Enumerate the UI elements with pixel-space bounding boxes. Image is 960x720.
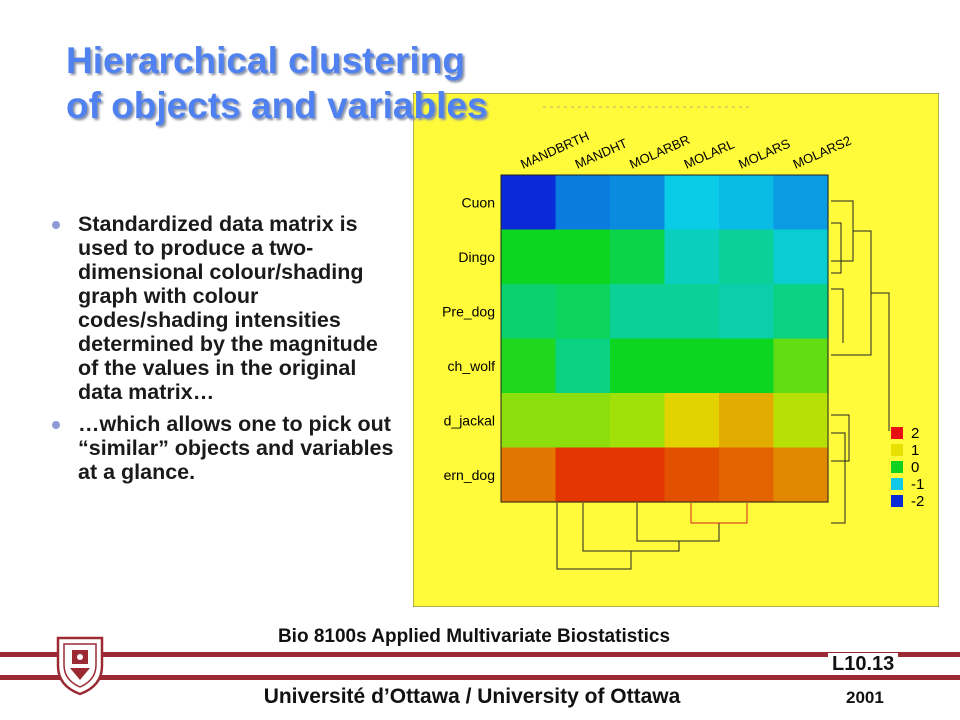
heatmap-cell [610, 284, 666, 340]
bullet-item: …which allows one to pick out “similar” … [48, 412, 400, 484]
heatmap-cells [501, 175, 829, 503]
legend-label: 2 [911, 425, 919, 442]
heatmap-cell [555, 447, 611, 503]
legend-label: 0 [911, 459, 919, 476]
heatmap-cell [555, 175, 611, 231]
slide-title: Hierarchical clustering of objects and v… [66, 40, 488, 126]
university-crest-icon [56, 636, 104, 696]
heatmap-frame [500, 174, 829, 503]
dendrogram-highlight-branch [690, 503, 748, 524]
year: 2001 [846, 688, 884, 707]
heatmap-cell [719, 393, 775, 449]
heatmap-cell [773, 338, 829, 394]
heatmap-cell [719, 338, 775, 394]
heatmap-cell [773, 284, 829, 340]
heatmap-cell [610, 229, 666, 285]
heatmap-cell [555, 229, 611, 285]
heatmap-cell [719, 447, 775, 503]
dendrogram-branch [831, 222, 842, 274]
heatmap-cell [664, 175, 720, 231]
heatmap-cell [719, 229, 775, 285]
bullet-dot-icon [52, 221, 60, 229]
heatmap-cell [501, 338, 557, 394]
heatmap-cell [610, 447, 666, 503]
legend-swatch [891, 444, 903, 456]
legend-swatch [891, 495, 903, 507]
heatmap-cell [501, 393, 557, 449]
row-label: Pre_dog [442, 303, 495, 319]
heatmap-cell [664, 393, 720, 449]
university-name: Université d’Ottawa / University of Otta… [263, 685, 681, 708]
row-label: Dingo [458, 249, 495, 265]
heatmap-cell [719, 175, 775, 231]
legend-swatch [891, 478, 903, 490]
bullet-text: Standardized data matrix is used to prod… [78, 212, 378, 404]
heatmap-cell [501, 284, 557, 340]
lecture-number: L10.13 [828, 653, 899, 675]
dendrogram-branch [556, 503, 632, 570]
heatmap-cell [664, 284, 720, 340]
row-label: ern_dog [444, 467, 495, 483]
heatmap-cell [773, 393, 829, 449]
bullet-text: …which allows one to pick out “similar” … [78, 412, 394, 484]
bullet-list: Standardized data matrix is used to prod… [48, 212, 400, 492]
course-title: Bio 8100s Applied Multivariate Biostatis… [277, 626, 671, 647]
legend-label: -2 [911, 493, 924, 510]
footer-rule [0, 652, 960, 657]
row-label: ch_wolf [448, 358, 496, 374]
legend-swatch [891, 427, 903, 439]
row-label: Cuon [462, 194, 495, 210]
bullet-item: Standardized data matrix is used to prod… [48, 212, 400, 404]
heatmap-cell [773, 175, 829, 231]
heatmap-cell [555, 393, 611, 449]
heatmap-cell [610, 175, 666, 231]
heatmap-cell [664, 338, 720, 394]
row-labels: Cuon Dingo Pre_dog ch_wolf d_jackal ern_dog [442, 194, 495, 483]
heatmap-cell [555, 338, 611, 394]
legend-swatch [891, 461, 903, 473]
bullet-dot-icon [52, 421, 60, 429]
dendrogram-branch [636, 503, 720, 542]
legend: 210-1-2 [891, 425, 924, 510]
heatmap-cell [610, 338, 666, 394]
legend-label: 1 [911, 442, 919, 459]
heatmap-cell [664, 229, 720, 285]
heatmap-cell [501, 447, 557, 503]
heatmap-cell [719, 284, 775, 340]
dendrogram-branch [871, 292, 890, 385]
heatmap-cell [501, 175, 557, 231]
footer-rule [0, 675, 960, 680]
dendrogram-branch [831, 288, 844, 343]
dendrograms [556, 200, 890, 570]
heatmap-cell [501, 229, 557, 285]
heatmap-cell [610, 393, 666, 449]
heatmap-cell [664, 447, 720, 503]
heatmap-cell [773, 229, 829, 285]
heatmap-cell [773, 447, 829, 503]
heatmap-cell [555, 284, 611, 340]
row-label: d_jackal [444, 412, 495, 428]
legend-label: -1 [911, 476, 924, 493]
dendrogram-branch [831, 414, 850, 462]
dendrogram-branch [831, 432, 846, 524]
